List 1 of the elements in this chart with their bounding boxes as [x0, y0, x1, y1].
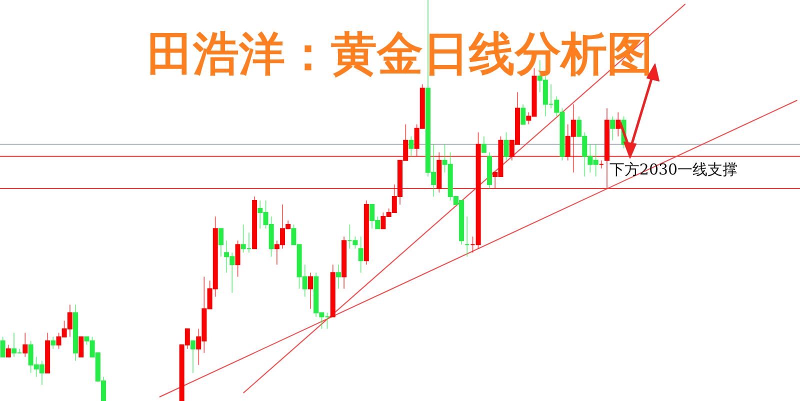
candlestick [78, 336, 84, 358]
